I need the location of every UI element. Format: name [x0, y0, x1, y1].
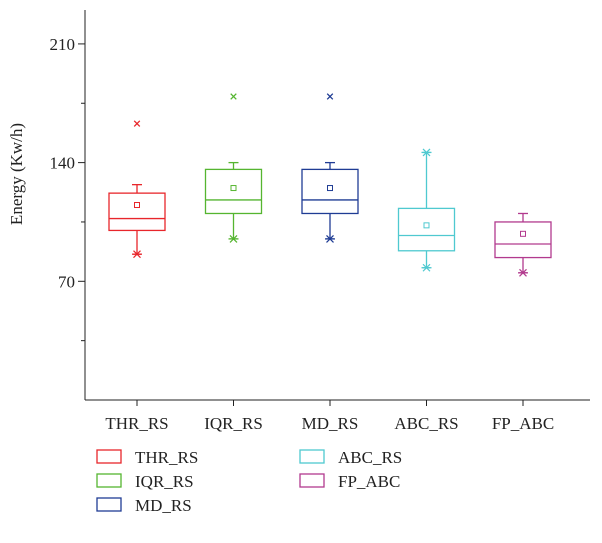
- legend-label: THR_RS: [135, 448, 198, 467]
- y-axis-label: Energy (Kw/h): [7, 123, 26, 225]
- legend-item-md-rs: MD_RS: [96, 496, 192, 515]
- box-iqr: [204, 168, 263, 215]
- outlier-stroke: [133, 120, 141, 127]
- x-tick-label: THR_RS: [105, 414, 168, 433]
- box-md-rs: [301, 93, 359, 243]
- legend-item-fp-abc: FP_ABC: [299, 472, 400, 491]
- legend: THR_RS IQR_RS MD_RS ABC_RS FP_ABC: [96, 448, 402, 515]
- legend-swatch: [96, 497, 122, 512]
- min-marker: [229, 234, 238, 243]
- legend-swatch: [299, 473, 325, 488]
- x-tick-label: IQR_RS: [204, 414, 263, 433]
- y-axis-ticks: 70 140 210: [50, 35, 85, 342]
- legend-label: IQR_RS: [135, 472, 194, 491]
- legend-swatch: [299, 449, 325, 464]
- x-axis-ticks: THR_RS IQR_RS MD_RS ABC_RS FP_ABC: [105, 400, 554, 433]
- legend-swatch: [96, 449, 122, 464]
- legend-item-abc-rs: ABC_RS: [299, 448, 402, 467]
- legend-label: FP_ABC: [338, 472, 400, 491]
- legend-label: MD_RS: [135, 496, 192, 515]
- min-marker: [519, 268, 527, 277]
- legend-swatch: [96, 473, 122, 488]
- plot-axes: [84, 10, 590, 401]
- mean-marker: [520, 230, 526, 237]
- outlier-stroke: [326, 93, 334, 100]
- x-tick-label: ABC_RS: [394, 414, 458, 433]
- y-tick-label: 70: [58, 272, 75, 291]
- x-tick-label: FP_ABC: [492, 414, 554, 433]
- legend-item-iqr-rs: IQR_RS: [96, 472, 194, 491]
- legend-label: ABC_RS: [338, 448, 402, 467]
- box-iqr: [301, 168, 359, 215]
- mean-marker: [327, 185, 333, 192]
- box-fp-abc: [494, 212, 552, 277]
- box-iqr: [397, 207, 456, 252]
- box-plots: [108, 93, 552, 277]
- y-tick-label: 140: [50, 154, 76, 173]
- box-iqr: [108, 192, 166, 232]
- min-marker: [422, 263, 431, 272]
- box-thr-rs: [108, 120, 166, 259]
- box-abc-rs: [397, 148, 456, 272]
- mean-marker: [230, 185, 237, 192]
- min-marker: [326, 234, 334, 243]
- max-marker: [422, 148, 431, 157]
- outlier-marker: [230, 93, 237, 100]
- box-iqr: [494, 221, 552, 259]
- mean-marker: [134, 202, 140, 208]
- outlier-stroke: [230, 93, 237, 100]
- y-tick-label: 210: [50, 35, 76, 54]
- mean-marker: [423, 222, 430, 229]
- legend-item-thr-rs: THR_RS: [96, 448, 198, 467]
- min-marker: [133, 250, 141, 259]
- x-tick-label: MD_RS: [302, 414, 359, 433]
- box-iqr-rs: [204, 93, 263, 243]
- outlier-marker: [326, 93, 334, 100]
- outlier-marker: [133, 120, 141, 127]
